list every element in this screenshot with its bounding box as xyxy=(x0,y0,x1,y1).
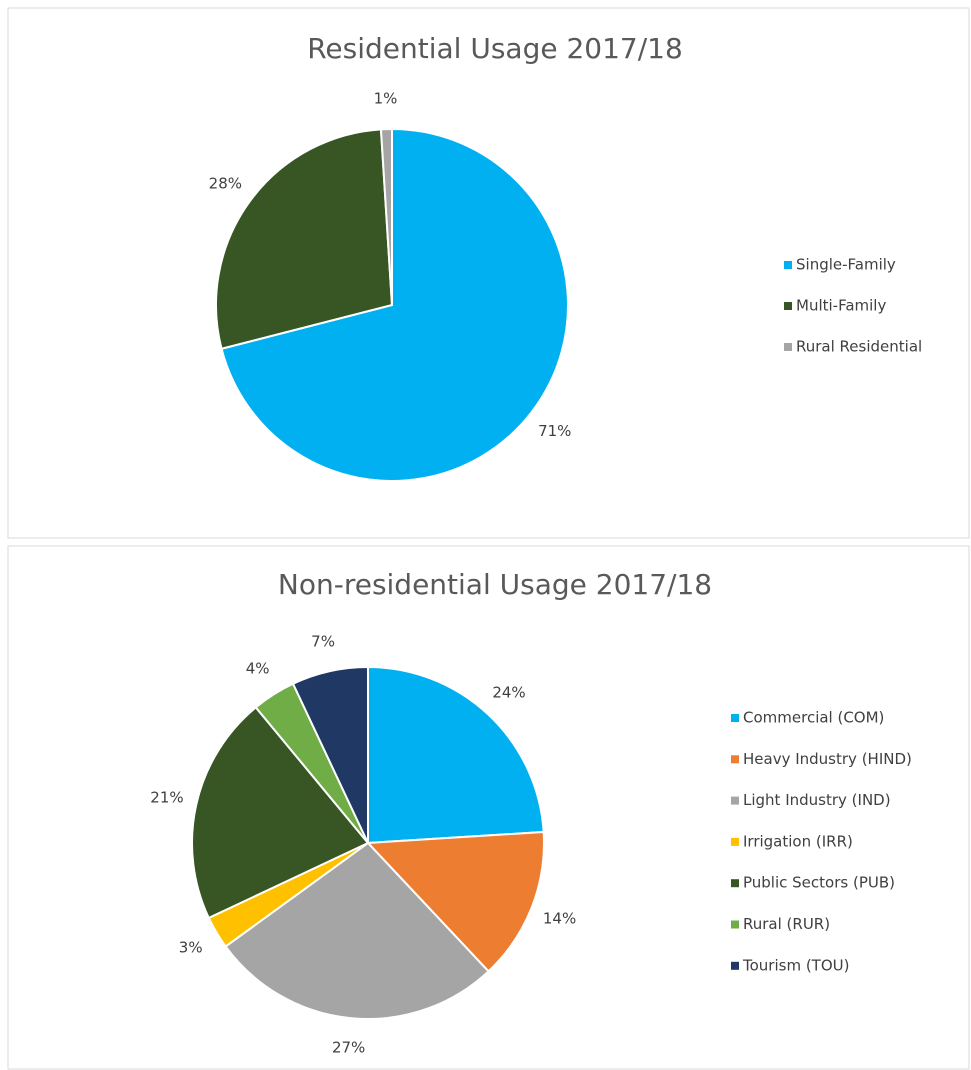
pie-slice xyxy=(220,127,569,482)
legend-swatch xyxy=(731,796,739,805)
pie-slice xyxy=(191,705,370,920)
data-label: 28% xyxy=(209,174,242,192)
legend-swatch xyxy=(731,714,739,722)
data-label: 27% xyxy=(332,1039,365,1057)
data-label: 3% xyxy=(179,938,203,956)
legend-swatch xyxy=(731,961,739,970)
pie-slice xyxy=(224,841,490,1020)
chart-frame xyxy=(7,545,970,1070)
legend-label: Multi-Family xyxy=(796,297,886,315)
legend-label: Commercial (COM) xyxy=(743,709,884,727)
pie-slice xyxy=(365,830,545,973)
data-label: 21% xyxy=(150,789,183,807)
legend-swatch xyxy=(784,343,792,351)
legend-label: Rural Residential xyxy=(796,338,922,356)
data-label: 71% xyxy=(538,422,571,440)
pie-slice xyxy=(291,665,369,844)
legend-swatch xyxy=(731,755,739,764)
legend-label: Tourism (TOU) xyxy=(742,956,849,974)
data-label: 7% xyxy=(311,632,335,650)
legend-label: Rural (RUR) xyxy=(743,915,830,933)
legend-swatch xyxy=(731,837,739,846)
data-label: 4% xyxy=(246,660,270,678)
legend-label: Heavy Industry (HIND) xyxy=(743,750,912,768)
pie-slice xyxy=(215,128,394,350)
legend-label: Irrigation (IRR) xyxy=(743,832,853,850)
chart-title: Non-residential Usage 2017/18 xyxy=(278,568,712,601)
legend-label: Public Sectors (PUB) xyxy=(743,874,895,892)
data-label: 14% xyxy=(543,909,576,927)
chart-title: Residential Usage 2017/18 xyxy=(307,32,683,65)
legend-swatch xyxy=(731,879,739,888)
pie-slice xyxy=(379,127,393,306)
legend-swatch xyxy=(731,920,739,929)
legend-label: Light Industry (IND) xyxy=(743,791,891,809)
data-label: 24% xyxy=(492,683,525,701)
legend-label: Single-Family xyxy=(796,256,896,274)
data-label: 1% xyxy=(374,90,398,108)
chart-frame xyxy=(7,7,970,539)
pie-slice xyxy=(367,665,545,845)
legend-swatch xyxy=(784,302,792,310)
legend-swatch xyxy=(784,261,792,269)
